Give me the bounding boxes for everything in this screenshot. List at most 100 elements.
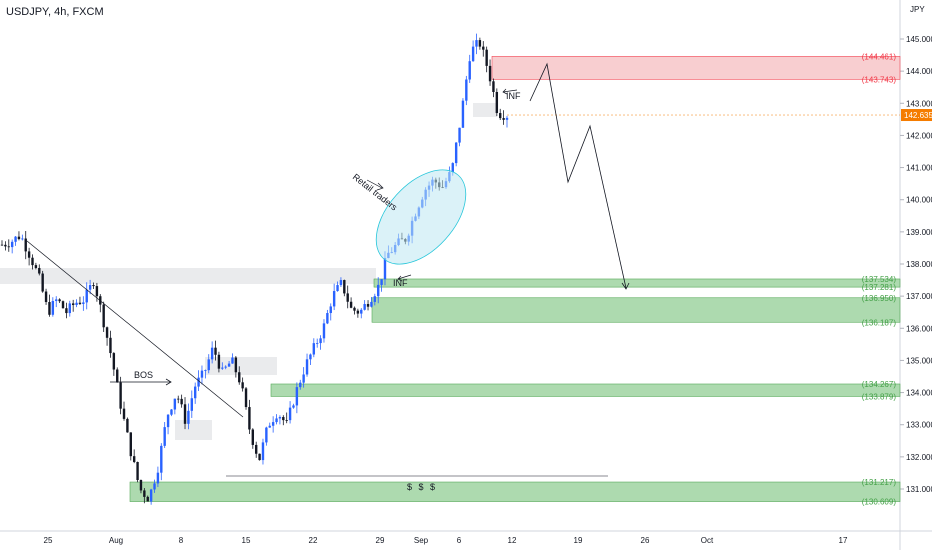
candle-body	[488, 65, 492, 82]
retail-traders-label: Retail traders	[351, 172, 400, 213]
projection-arrow-icon	[621, 282, 630, 290]
candle-body	[485, 49, 488, 66]
candle-body	[319, 338, 322, 344]
candle-body	[139, 480, 143, 491]
zone-demand-1	[373, 278, 901, 288]
candle-body	[478, 40, 482, 47]
candle-body	[482, 46, 485, 50]
reference-zone	[175, 420, 212, 440]
candle-body	[65, 308, 68, 314]
candle-body	[271, 422, 275, 426]
candle-body	[363, 304, 366, 310]
candle-body	[458, 127, 461, 143]
candle-body	[380, 279, 383, 285]
candle-body	[305, 359, 309, 375]
candle-body	[58, 299, 61, 302]
candle-body	[495, 92, 499, 114]
candle-body	[136, 461, 139, 481]
candle-body	[116, 369, 119, 383]
zone-price-label: (137.534)	[862, 275, 897, 284]
candle-body	[268, 425, 271, 428]
zone-price-label: (136.950)	[862, 294, 897, 303]
x-tick-label: Aug	[109, 536, 123, 545]
candle-body	[27, 251, 31, 258]
candle-body	[366, 304, 370, 307]
zone-supply	[491, 56, 901, 80]
retail-arrow-icon	[366, 179, 384, 191]
y-tick-label: 139.000	[906, 228, 932, 237]
candle-body	[55, 299, 58, 301]
bos-arrow-icon	[165, 378, 172, 386]
candle-body	[51, 300, 55, 315]
candle-body	[187, 410, 190, 424]
candle-body	[346, 293, 349, 302]
candle-body	[275, 418, 278, 423]
candle-body	[10, 241, 14, 248]
candle-body	[166, 414, 170, 428]
candle-body	[329, 306, 332, 314]
candle-body	[221, 367, 224, 369]
y-tick-label: 145.000	[906, 35, 932, 44]
candle-body	[468, 61, 471, 80]
y-tick-label: 141.000	[906, 164, 932, 173]
x-tick-label: 22	[309, 536, 318, 545]
candle-body	[295, 387, 299, 406]
candle-body	[207, 359, 210, 371]
candle-body	[109, 337, 112, 354]
candle-body	[282, 417, 285, 421]
y-tick-label: 137.000	[906, 292, 932, 301]
y-tick-label: 143.000	[906, 99, 932, 108]
candle-body	[4, 244, 7, 247]
candle-body	[302, 374, 305, 383]
candle-body	[200, 370, 204, 378]
candle-body	[78, 302, 82, 304]
candle-body	[82, 302, 85, 304]
candle-body	[0, 244, 4, 246]
candle-body	[17, 236, 21, 240]
inf-top-label: INF	[506, 91, 521, 101]
x-tick-label: 25	[44, 536, 53, 545]
candle-body	[322, 323, 326, 339]
candle-body	[251, 429, 255, 445]
candle-body	[316, 343, 319, 344]
candle-body	[492, 81, 495, 93]
candle-body	[231, 357, 234, 364]
y-tick-label: 140.000	[906, 196, 932, 205]
zone-price-label: (133.879)	[862, 392, 897, 401]
candle-body	[336, 285, 339, 292]
candle-body	[41, 273, 44, 292]
candle-body	[234, 357, 238, 373]
candle-body	[160, 445, 163, 473]
candle-body	[197, 377, 200, 387]
reference-zone	[0, 268, 376, 284]
current-price-badge	[901, 109, 932, 122]
x-tick-label: 8	[179, 536, 184, 545]
candle-body	[349, 301, 353, 308]
x-tick-label: 19	[574, 536, 583, 545]
candle-body	[451, 163, 454, 173]
candle-body	[48, 302, 51, 315]
currency-label: JPY	[910, 5, 925, 14]
candle-body	[383, 258, 387, 280]
candle-body	[217, 354, 221, 369]
candle-body	[244, 388, 248, 408]
candle-body	[360, 309, 363, 314]
inf-bottom-arrow-icon	[397, 274, 412, 282]
candle-body	[126, 418, 129, 433]
candle-body	[14, 236, 17, 242]
candle-body	[129, 432, 132, 457]
candle-body	[265, 427, 268, 443]
bos-label: BOS	[134, 370, 153, 380]
candle-body	[149, 489, 153, 502]
x-tick-label: Oct	[701, 536, 714, 545]
x-tick-label: 15	[242, 536, 251, 545]
candle-body	[288, 407, 292, 421]
candle-body	[465, 79, 468, 101]
candle-body	[292, 405, 295, 408]
x-tick-label: Sep	[414, 536, 429, 545]
candle-body	[92, 285, 95, 287]
candle-body	[61, 301, 65, 309]
candle-body	[505, 117, 509, 120]
